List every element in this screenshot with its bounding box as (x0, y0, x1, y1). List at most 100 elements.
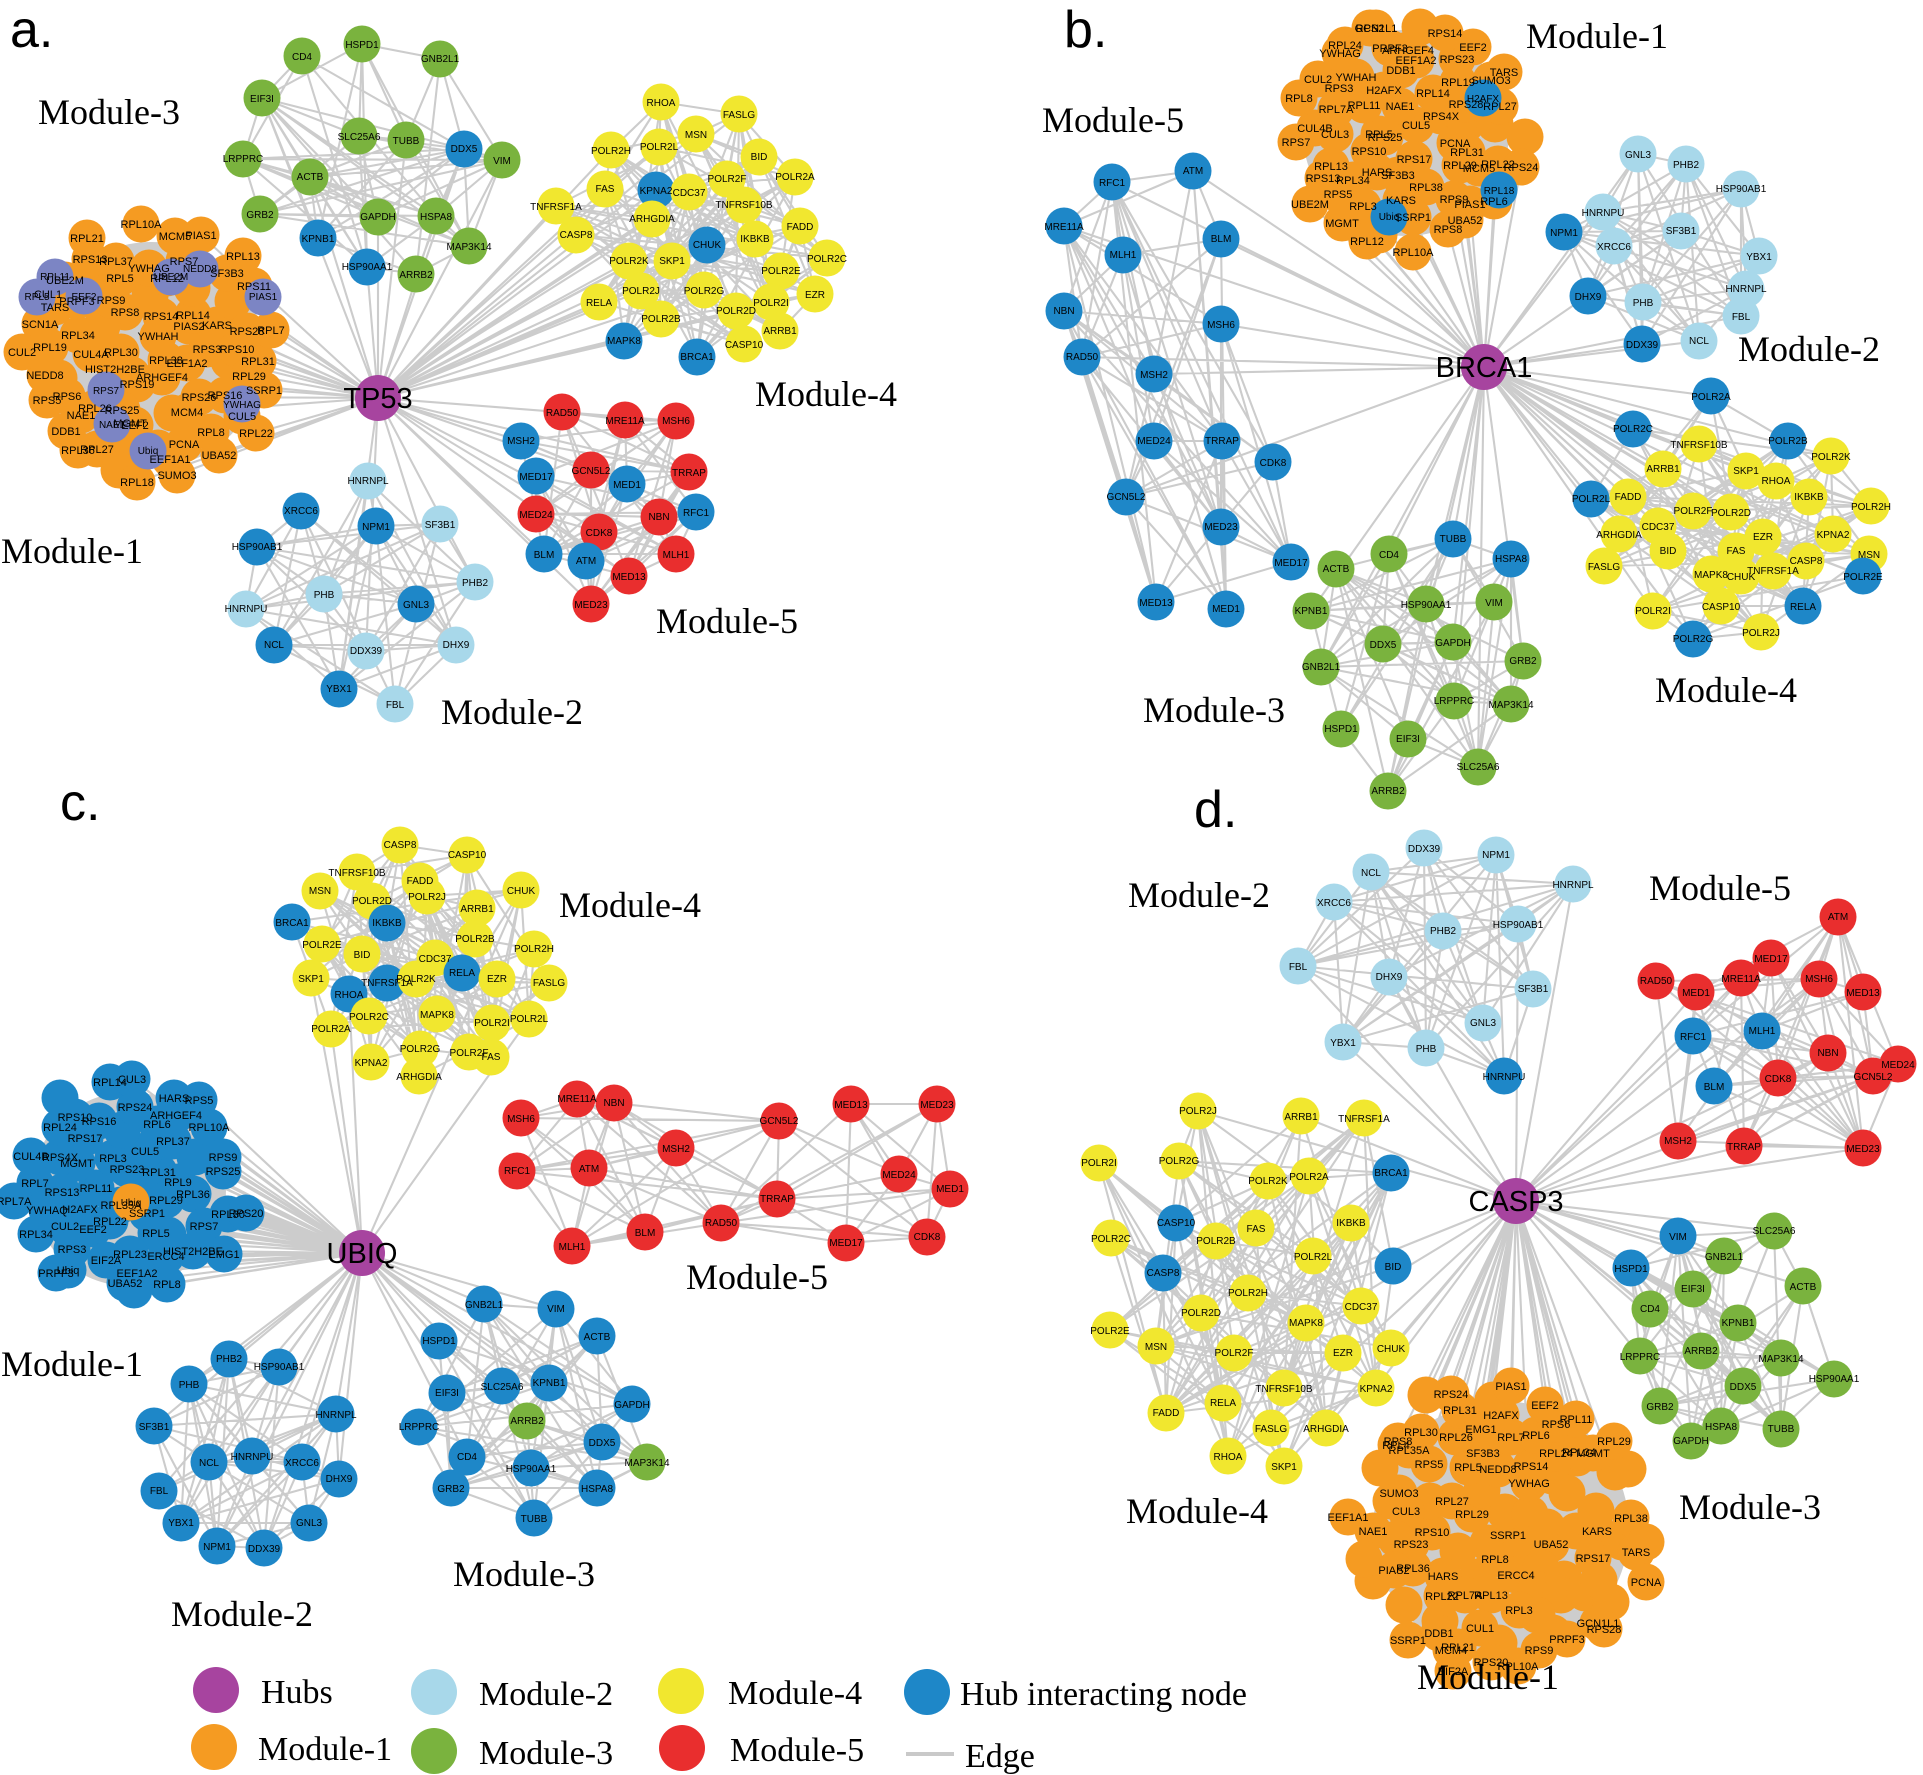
svg-text:POLR2I: POLR2I (1635, 606, 1671, 617)
svg-text:PHB: PHB (1416, 1044, 1437, 1055)
svg-text:a.: a. (10, 1, 53, 59)
svg-text:RELA: RELA (586, 298, 612, 309)
svg-text:KPNA2: KPNA2 (640, 186, 673, 197)
svg-text:RPL37: RPL37 (156, 1136, 190, 1148)
svg-text:MED13: MED13 (1846, 988, 1880, 999)
svg-text:POLR2F: POLR2F (1674, 506, 1713, 517)
svg-text:POLR2D: POLR2D (352, 896, 392, 907)
svg-text:CUL2: CUL2 (1304, 74, 1332, 86)
svg-text:GNB2L1: GNB2L1 (465, 1300, 504, 1311)
svg-text:Module-4: Module-4 (1126, 1491, 1268, 1531)
svg-text:DDX39: DDX39 (1626, 340, 1659, 351)
svg-text:Module-5: Module-5 (1649, 868, 1791, 908)
svg-text:KPNA2: KPNA2 (1817, 530, 1850, 541)
svg-text:RPS25: RPS25 (105, 405, 140, 417)
svg-text:POLR2F: POLR2F (450, 1048, 489, 1059)
svg-text:MSN: MSN (1145, 1342, 1167, 1353)
svg-text:IKBKB: IKBKB (1794, 492, 1824, 503)
svg-text:Module-4: Module-4 (559, 885, 701, 925)
svg-text:Module-5: Module-5 (1042, 100, 1184, 140)
svg-text:Module-4: Module-4 (1655, 670, 1797, 710)
svg-text:POLR2F: POLR2F (1215, 1348, 1254, 1359)
svg-text:RPS7: RPS7 (190, 1221, 219, 1233)
svg-text:POLR2J: POLR2J (622, 286, 660, 297)
svg-text:CDC37: CDC37 (1642, 522, 1675, 533)
svg-text:SF3B3: SF3B3 (1381, 170, 1415, 182)
svg-text:YBX1: YBX1 (1330, 1038, 1356, 1049)
svg-text:RPL10A: RPL10A (1498, 1661, 1540, 1673)
svg-text:RELA: RELA (1210, 1398, 1236, 1409)
svg-text:TUBB: TUBB (1440, 534, 1467, 545)
svg-text:NEDD8: NEDD8 (183, 264, 217, 275)
svg-text:POLR2L: POLR2L (510, 1014, 549, 1025)
svg-text:MED13: MED13 (612, 572, 646, 583)
svg-text:KPNA2: KPNA2 (355, 1058, 388, 1069)
svg-text:NBN: NBN (1053, 306, 1074, 317)
svg-text:RPS16: RPS16 (82, 1116, 117, 1128)
svg-text:MED24: MED24 (1881, 1060, 1915, 1071)
svg-text:ARRB2: ARRB2 (399, 270, 433, 281)
svg-text:RPL34: RPL34 (1336, 175, 1370, 187)
svg-text:MLH1: MLH1 (559, 1242, 586, 1253)
svg-text:SLC25A6: SLC25A6 (481, 1382, 524, 1393)
svg-text:DDB1: DDB1 (51, 426, 80, 438)
svg-text:HSPA8: HSPA8 (420, 212, 452, 223)
svg-text:HSPD1: HSPD1 (345, 40, 379, 51)
svg-text:MSH2: MSH2 (1140, 370, 1168, 381)
svg-text:TNFRSF10B: TNFRSF10B (328, 868, 386, 879)
svg-text:DDX39: DDX39 (350, 646, 383, 657)
svg-text:POLR2C: POLR2C (349, 1012, 389, 1023)
svg-text:VIM: VIM (1669, 1232, 1687, 1243)
svg-text:POLR2C: POLR2C (807, 254, 847, 265)
svg-text:RPL7A: RPL7A (0, 1196, 32, 1208)
svg-text:MED17: MED17 (1754, 954, 1788, 965)
svg-text:POLR2G: POLR2G (1159, 1156, 1200, 1167)
svg-text:RPL27: RPL27 (1483, 101, 1517, 113)
svg-text:POLR2K: POLR2K (1248, 1176, 1288, 1187)
svg-text:ARRB1: ARRB1 (1646, 464, 1680, 475)
svg-text:PRPF3: PRPF3 (59, 296, 94, 308)
svg-text:RPS26: RPS26 (182, 392, 217, 404)
svg-text:HNRNPU: HNRNPU (231, 1452, 274, 1463)
svg-text:RHOA: RHOA (1762, 476, 1791, 487)
svg-text:MGMT: MGMT (60, 1158, 94, 1170)
svg-text:POLR2J: POLR2J (1179, 1106, 1217, 1117)
svg-text:HNRNPL: HNRNPL (315, 1410, 357, 1421)
svg-text:TUBB: TUBB (521, 1514, 548, 1525)
svg-text:EEF2: EEF2 (79, 1224, 107, 1236)
svg-text:BID: BID (1660, 546, 1677, 557)
svg-text:DDX5: DDX5 (1730, 1382, 1757, 1393)
svg-text:LRPPRC: LRPPRC (1620, 1352, 1661, 1363)
svg-text:RPS3: RPS3 (193, 344, 222, 356)
svg-text:TRRAP: TRRAP (1205, 436, 1239, 447)
svg-text:EIF2A: EIF2A (1438, 1666, 1469, 1678)
svg-text:RPS25: RPS25 (206, 1166, 241, 1178)
svg-text:RHOA: RHOA (647, 98, 676, 109)
svg-text:CASP10: CASP10 (725, 340, 764, 351)
svg-text:IKBKB: IKBKB (740, 234, 770, 245)
svg-text:POLR2E: POLR2E (302, 940, 342, 951)
svg-text:RPS5: RPS5 (1324, 189, 1353, 201)
svg-text:MED24: MED24 (1137, 436, 1171, 447)
svg-text:POLR2F: POLR2F (708, 174, 747, 185)
svg-text:POLR2H: POLR2H (514, 944, 554, 955)
svg-text:CASP3: CASP3 (1468, 1186, 1563, 1218)
svg-text:RPL12: RPL12 (1350, 236, 1384, 248)
svg-text:BRCA1: BRCA1 (1374, 1168, 1408, 1179)
svg-text:Ubiq: Ubiq (57, 1265, 80, 1277)
svg-text:GRB2: GRB2 (246, 210, 274, 221)
svg-text:RPS9: RPS9 (1525, 1645, 1554, 1657)
svg-text:TRRAP: TRRAP (760, 1194, 794, 1205)
svg-text:TARS: TARS (1490, 67, 1519, 79)
svg-text:RPL21: RPL21 (70, 233, 104, 245)
svg-text:ATM: ATM (1183, 166, 1203, 177)
svg-text:EZR: EZR (805, 290, 825, 301)
svg-text:MLH1: MLH1 (663, 550, 690, 561)
svg-text:CDK8: CDK8 (586, 528, 613, 539)
svg-text:GNB2L1: GNB2L1 (1705, 1252, 1744, 1263)
svg-text:RPL5: RPL5 (24, 292, 49, 303)
svg-text:HNRNPL: HNRNPL (1725, 284, 1767, 295)
svg-text:LRPPRC: LRPPRC (399, 1422, 440, 1433)
svg-text:HSP90AA1: HSP90AA1 (342, 262, 393, 273)
svg-text:PIAS1: PIAS1 (1495, 1381, 1526, 1393)
